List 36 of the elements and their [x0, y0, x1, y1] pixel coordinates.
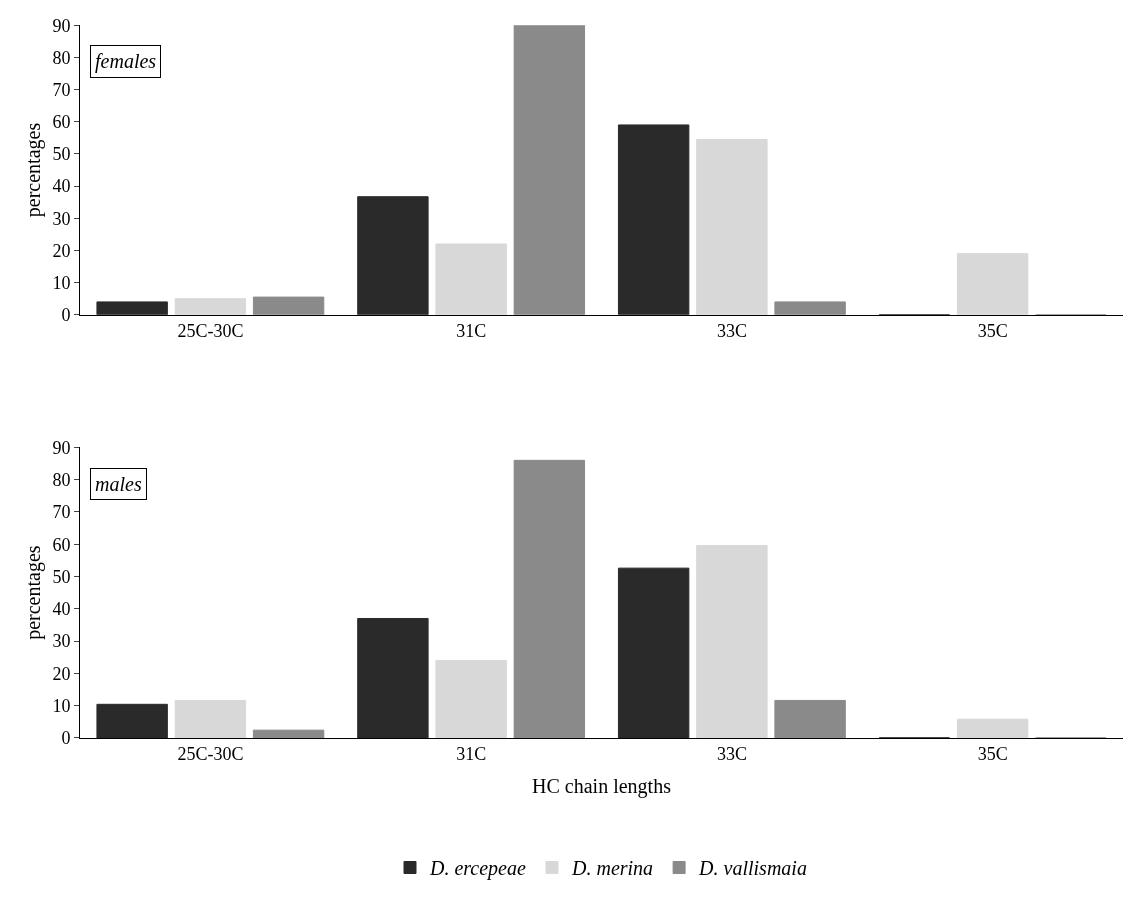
x-tick-label: 31C [456, 321, 487, 342]
y-tick-label: 60 [52, 534, 71, 555]
y-tick-label: 50 [52, 144, 71, 165]
y-tick-label: 80 [52, 470, 71, 490]
y-tick-label: 70 [52, 502, 71, 523]
legend-label: D. vallismaia [698, 857, 807, 880]
x-tick-label: 35C [977, 321, 1008, 342]
y-tick-label: 20 [52, 240, 71, 261]
y-tick-label: 30 [52, 208, 71, 229]
annotation: females [95, 50, 157, 73]
legend-label: D. merina [570, 857, 654, 880]
y-tick-label: 90 [52, 15, 71, 36]
annotation: males [95, 473, 142, 495]
y-tick-label: 80 [52, 47, 71, 68]
x-tick-label: 35C [977, 744, 1008, 765]
x-tick-label: 33C [716, 744, 747, 765]
y-tick-label: 60 [52, 112, 71, 133]
y-tick-label: 0 [61, 728, 71, 749]
x-tick-label: 33C [716, 321, 747, 342]
x-tick-label: 25C-30C [177, 744, 244, 765]
y-tick-label: 0 [61, 305, 71, 326]
y-tick-label: 10 [52, 695, 71, 716]
legend-label: D. ercepeae [429, 857, 526, 881]
y-tick-label: 40 [52, 599, 71, 620]
y-tick-label: 40 [52, 176, 71, 197]
x-tick-label: 25C-30C [177, 321, 244, 342]
y-tick-label: 20 [52, 663, 71, 684]
x-tick-label: 31C [456, 744, 487, 765]
y-tick-label: 50 [52, 566, 71, 587]
y-tick-label: 90 [52, 437, 71, 458]
y-tick-label: 70 [52, 79, 71, 100]
x-axis-title: HC chain lengths [532, 774, 672, 798]
y-axis-title: percentages [21, 122, 45, 218]
y-tick-label: 30 [52, 631, 71, 652]
y-axis-title: percentages [21, 545, 45, 640]
y-tick-label: 10 [52, 272, 71, 293]
